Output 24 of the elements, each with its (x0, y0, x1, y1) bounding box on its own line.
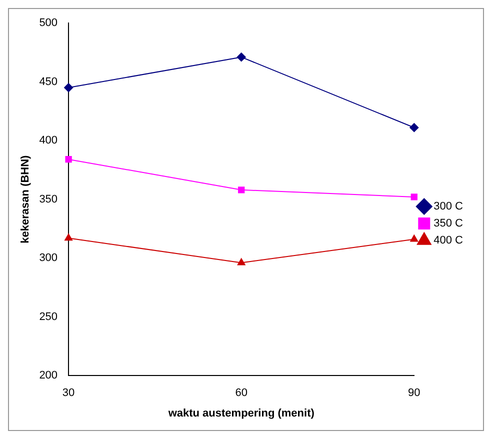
point (237, 258, 246, 266)
x-axis-title: waktu austempering (menit) (167, 407, 315, 420)
point (65, 156, 72, 163)
y-tick-label: 500 (39, 17, 58, 30)
point (238, 186, 245, 194)
point (410, 123, 419, 132)
x-tick-label: 90 (408, 387, 420, 400)
legend-label: 350 C (434, 218, 464, 230)
point (64, 83, 74, 92)
legend-label: 400 C (434, 234, 464, 247)
point (236, 52, 246, 62)
point (410, 194, 418, 200)
point (410, 234, 418, 242)
x-tick-label: 60 (235, 387, 248, 400)
y-axis-title: kekerasan (BHN) (20, 154, 32, 244)
y-tick-label: 250 (39, 310, 58, 323)
x-tick-label: 30 (62, 387, 75, 400)
y-tick-label: 400 (39, 134, 58, 147)
point (64, 234, 73, 241)
y-tick-label: 350 (39, 193, 58, 206)
y-tick-label: 200 (39, 370, 58, 382)
legend-label: 300 C (434, 200, 464, 213)
y-tick-label: 300 (39, 252, 58, 264)
y-tick-label: 450 (39, 76, 58, 88)
